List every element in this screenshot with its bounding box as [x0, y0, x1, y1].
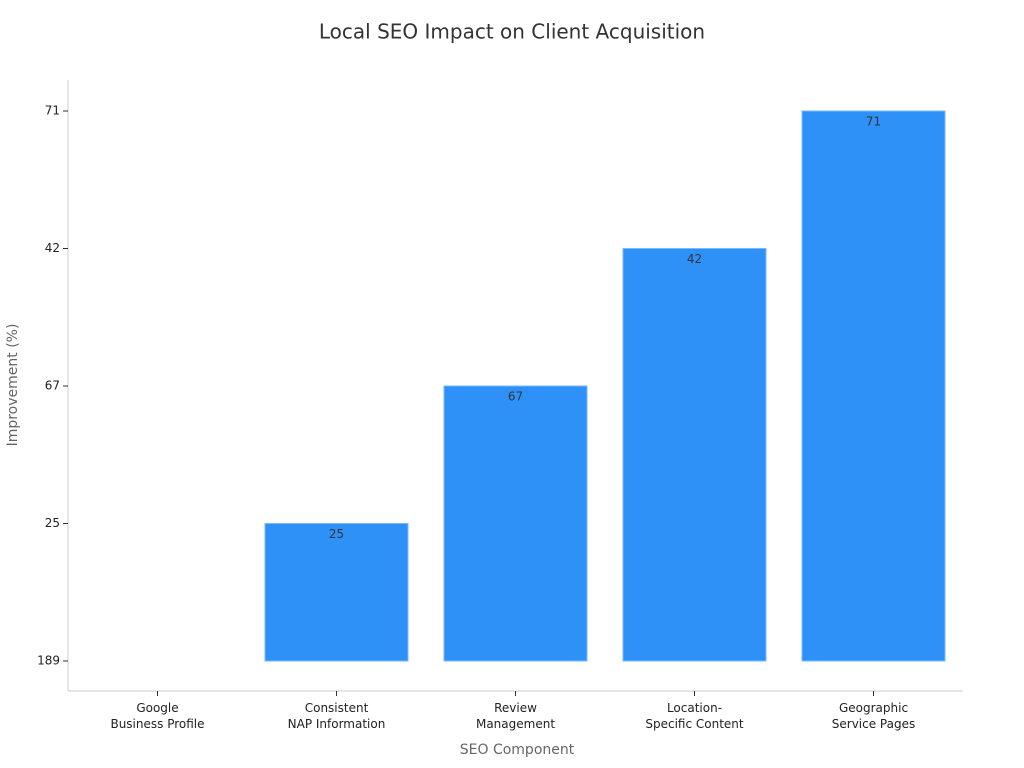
x-tick-label: Geographic Service Pages [831, 701, 916, 731]
y-tick-label: 67 [45, 379, 60, 393]
data-label: 71 [866, 115, 881, 129]
bar [264, 523, 409, 662]
y-axis-label: Improvement (%) [5, 324, 21, 447]
y-tick-label: 42 [45, 241, 60, 255]
data-label: 25 [329, 527, 344, 541]
bar [801, 110, 946, 662]
x-tick-label: Google Business Profile [110, 701, 205, 731]
x-tick-label: Consistent NAP Information [287, 701, 386, 731]
x-axis-label: SEO Component [460, 742, 575, 758]
y-tick-label: 25 [45, 516, 60, 530]
y-tick-label: 189 [37, 654, 60, 668]
bar [622, 248, 767, 662]
x-tick-label: Review Management [475, 701, 556, 731]
chart-title: Local SEO Impact on Client Acquisition [319, 20, 705, 44]
x-tick-label: Location- Specific Content [645, 701, 744, 731]
data-label: 67 [508, 390, 523, 404]
bar [443, 385, 588, 662]
y-tick-label: 71 [45, 104, 60, 118]
data-label: 42 [687, 252, 702, 266]
